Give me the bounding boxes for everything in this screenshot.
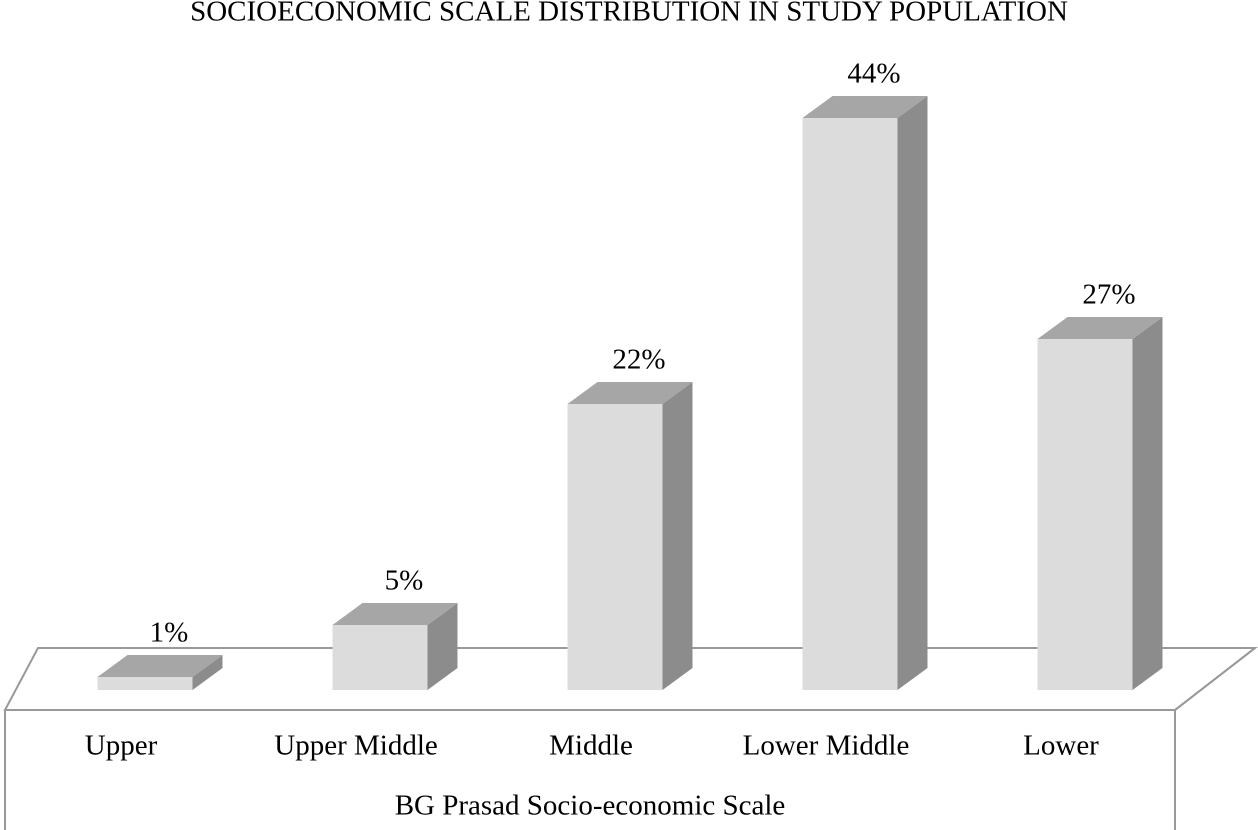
bar-side (427, 603, 458, 690)
x-tick-label: Lower Middle (743, 730, 910, 762)
bar-side (897, 96, 928, 690)
bar-side (192, 655, 223, 690)
bar-top (332, 603, 458, 625)
bar (332, 625, 428, 690)
bar-top (97, 655, 223, 677)
x-tick-label: Upper Middle (274, 730, 438, 762)
bar (802, 118, 898, 690)
value-label: 27% (1082, 279, 1135, 311)
value-label: 44% (847, 58, 900, 90)
value-label: 1% (150, 617, 189, 649)
bar-top (567, 382, 693, 404)
x-tick-label: Middle (549, 730, 633, 762)
bar (97, 677, 193, 690)
value-label: 22% (612, 344, 665, 376)
bar-top (1037, 317, 1163, 339)
bar-side (1132, 317, 1163, 690)
x-tick-label: Lower (1023, 730, 1099, 762)
bar (1037, 339, 1133, 690)
floor-edge (1174, 647, 1256, 711)
x-axis-label: BG Prasad Socio-economic Scale (395, 790, 786, 822)
chart-title: SOCIOECONOMIC SCALE DISTRIBUTION IN STUD… (190, 0, 1068, 28)
x-tick-label: Upper (85, 730, 158, 762)
bar (567, 404, 663, 690)
bar-top (802, 96, 928, 118)
bar-side (662, 382, 693, 690)
value-label: 5% (385, 565, 424, 597)
